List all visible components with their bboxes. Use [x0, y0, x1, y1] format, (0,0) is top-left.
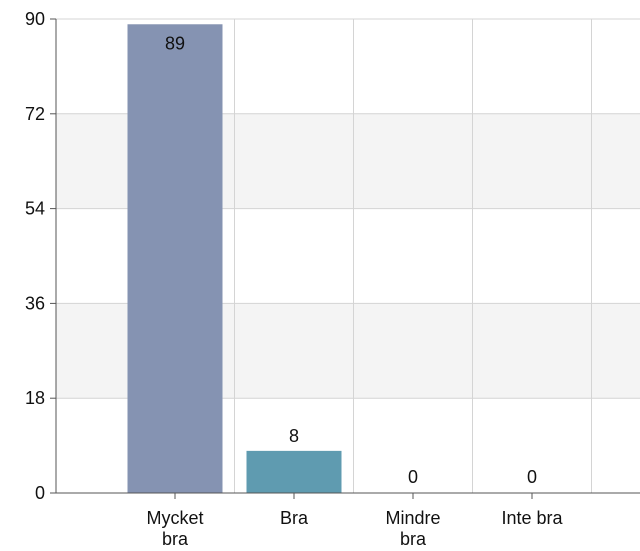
x-tick-label: Inte bra	[501, 508, 563, 528]
x-tick-label: Mycket bra	[146, 508, 203, 549]
bar	[127, 24, 223, 494]
data-label: 0	[408, 467, 418, 487]
x-tick-label: Bra	[280, 508, 309, 528]
y-axis-ticks: 0 18 36 54 72 90	[25, 9, 56, 503]
bars	[127, 24, 342, 494]
y-tick-label: 18	[25, 388, 45, 408]
x-tick-label: Mindre bra	[385, 508, 440, 549]
y-tick-label: 90	[25, 9, 45, 29]
y-tick-label: 54	[25, 199, 45, 219]
y-tick-label: 0	[35, 483, 45, 503]
x-axis-ticks: Mycket bra Bra Mindre bra Inte bra	[146, 493, 564, 549]
y-tick-label: 72	[25, 104, 45, 124]
data-label: 8	[289, 426, 299, 446]
y-tick-label: 36	[25, 293, 45, 313]
data-label: 0	[527, 467, 537, 487]
data-label: 89	[165, 33, 185, 53]
bar	[246, 450, 342, 493]
axes	[55, 19, 640, 494]
data-labels: 89 8 0 0	[165, 33, 537, 487]
